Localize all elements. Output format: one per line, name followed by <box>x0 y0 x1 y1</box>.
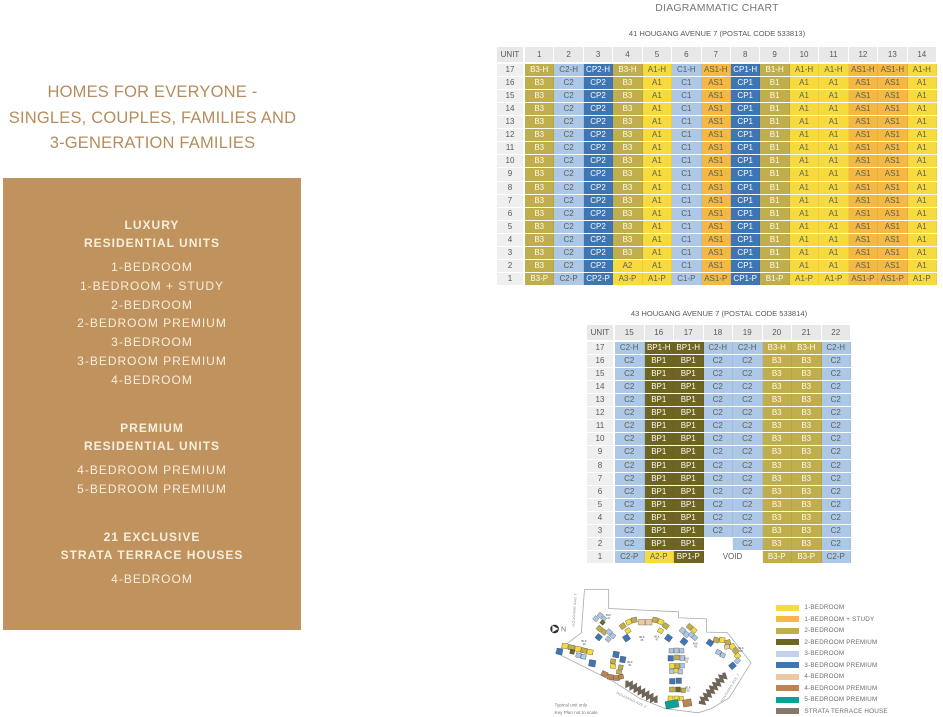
svg-text:HOUGANG AVE 7: HOUGANG AVE 7 <box>571 593 577 626</box>
svg-text:BLK: BLK <box>738 646 743 650</box>
svg-text:BLK: BLK <box>581 639 586 643</box>
svg-text:BLK: BLK <box>606 613 611 617</box>
svg-text:45: 45 <box>640 638 644 642</box>
svg-text:53: 53 <box>685 660 689 664</box>
svg-text:BLK: BLK <box>685 686 690 690</box>
svg-text:47: 47 <box>655 638 659 642</box>
svg-text:BLK: BLK <box>684 657 689 661</box>
svg-text:43: 43 <box>694 645 698 649</box>
svg-text:59: 59 <box>739 649 743 653</box>
svg-text:49: 49 <box>582 642 586 646</box>
svg-text:51: 51 <box>628 663 632 667</box>
svg-text:N: N <box>561 627 566 634</box>
svg-text:BLK: BLK <box>639 635 644 639</box>
svg-text:BLK: BLK <box>693 642 698 646</box>
svg-text:BLK: BLK <box>627 660 632 664</box>
svg-text:Key Plan not to scale: Key Plan not to scale <box>555 710 599 715</box>
svg-text:41: 41 <box>607 616 611 620</box>
svg-text:55: 55 <box>686 689 690 693</box>
svg-text:Typical unit only: Typical unit only <box>555 703 588 708</box>
svg-text:BLK: BLK <box>654 635 659 639</box>
